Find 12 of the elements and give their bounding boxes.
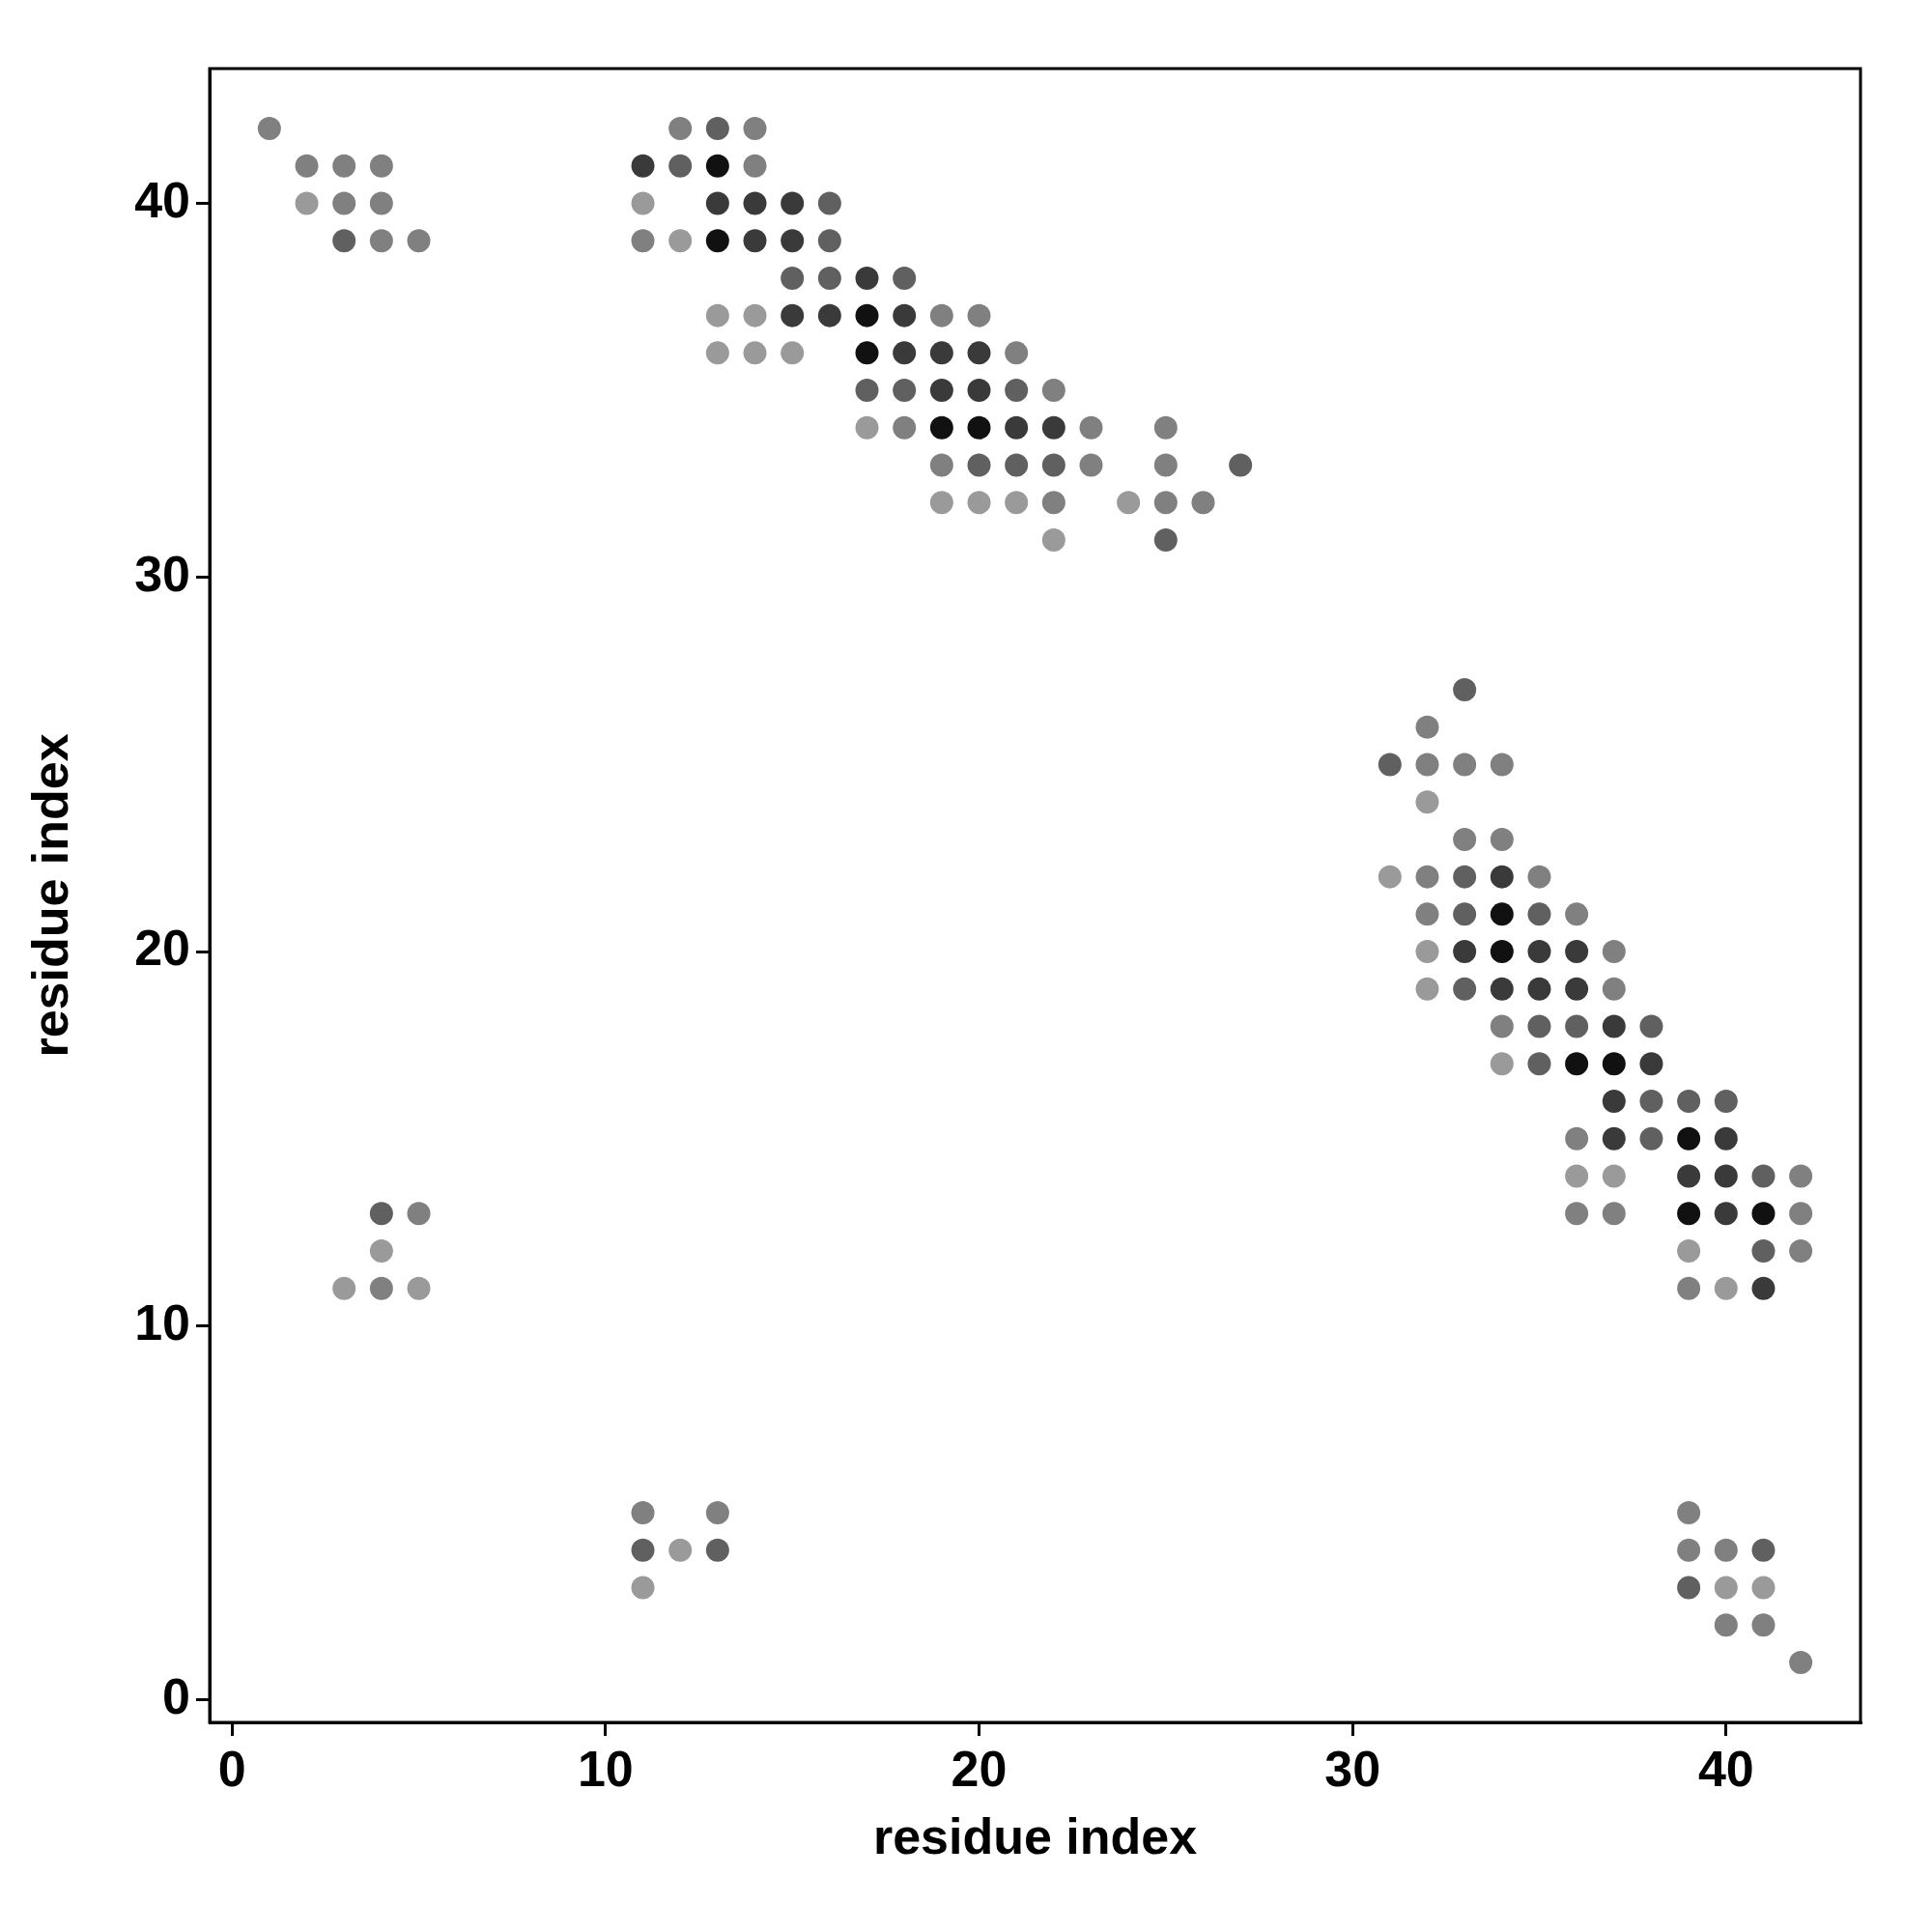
x-tick-label: 40: [1697, 1740, 1754, 1797]
y-tick-label: 20: [134, 920, 190, 977]
x-tick-label: 10: [577, 1740, 634, 1797]
x-axis-title: residue index: [872, 1808, 1198, 1865]
y-tick-label: 40: [134, 171, 190, 228]
y-tick-label: 0: [162, 1668, 190, 1725]
y-tick-label: 30: [134, 546, 190, 603]
y-tick-label: 10: [134, 1293, 190, 1350]
x-tick-label: 20: [951, 1740, 1008, 1797]
x-tick-label: 0: [217, 1740, 246, 1797]
x-tick-label: 30: [1324, 1740, 1381, 1797]
y-axis-title: residue index: [21, 733, 78, 1058]
